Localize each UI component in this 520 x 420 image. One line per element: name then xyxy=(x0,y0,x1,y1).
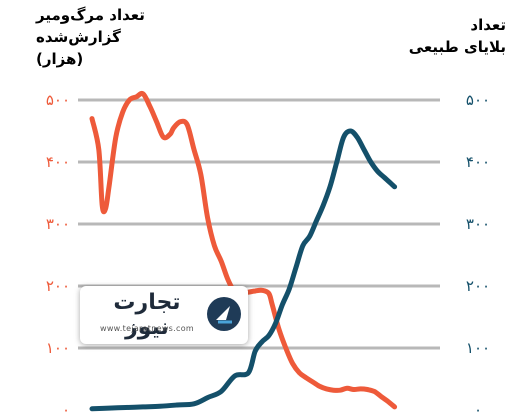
right-tick-label: ۴۰۰ xyxy=(466,153,490,171)
logo-icon xyxy=(207,297,241,331)
right-axis-title-line2: بلایای طبیعی xyxy=(408,38,506,56)
left-tick-label: ۴۰۰ xyxy=(46,153,70,171)
left-axis-title: تعداد مرگ‌ومیر گزارش‌شده (هزار) xyxy=(36,4,226,70)
right-tick-label: ۰ xyxy=(474,401,482,419)
right-axis-ticks: ۰ ۱۰۰ ۲۰۰ ۳۰۰ ۴۰۰ ۵۰۰ xyxy=(466,91,490,419)
right-tick-label: ۵۰۰ xyxy=(466,91,490,109)
watermark-logo: تجارت نیوز www.tejaratnews.com xyxy=(80,286,248,344)
right-axis-title: تعداد بلایای طبیعی xyxy=(386,14,506,58)
left-tick-label: ۰ xyxy=(62,401,70,419)
right-tick-label: ۱۰۰ xyxy=(466,339,490,357)
left-tick-label: ۳۰۰ xyxy=(46,215,70,233)
left-tick-label: ۲۰۰ xyxy=(46,277,70,295)
left-axis-title-line1: تعداد مرگ‌ومیر گزارش‌شده xyxy=(36,6,145,46)
left-tick-label: ۵۰۰ xyxy=(46,91,70,109)
left-axis-ticks: ۰ ۱۰۰ ۲۰۰ ۳۰۰ ۴۰۰ ۵۰۰ xyxy=(46,91,70,419)
series-lines xyxy=(89,90,398,412)
right-axis-title-line1: تعداد xyxy=(470,16,506,34)
left-axis-title-line2: (هزار) xyxy=(36,50,84,68)
right-tick-label: ۲۰۰ xyxy=(466,277,490,295)
logo-name: تجارت نیوز xyxy=(113,290,181,340)
right-tick-label: ۳۰۰ xyxy=(466,215,490,233)
deaths-series-line xyxy=(89,90,398,410)
disasters-series-line xyxy=(89,128,398,412)
left-tick-label: ۱۰۰ xyxy=(46,339,70,357)
logo-url: www.tejaratnews.com xyxy=(100,324,194,333)
